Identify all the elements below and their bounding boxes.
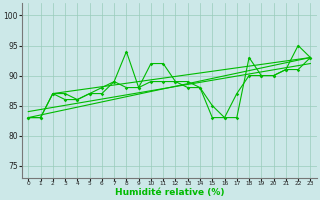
X-axis label: Humidité relative (%): Humidité relative (%) (115, 188, 224, 197)
